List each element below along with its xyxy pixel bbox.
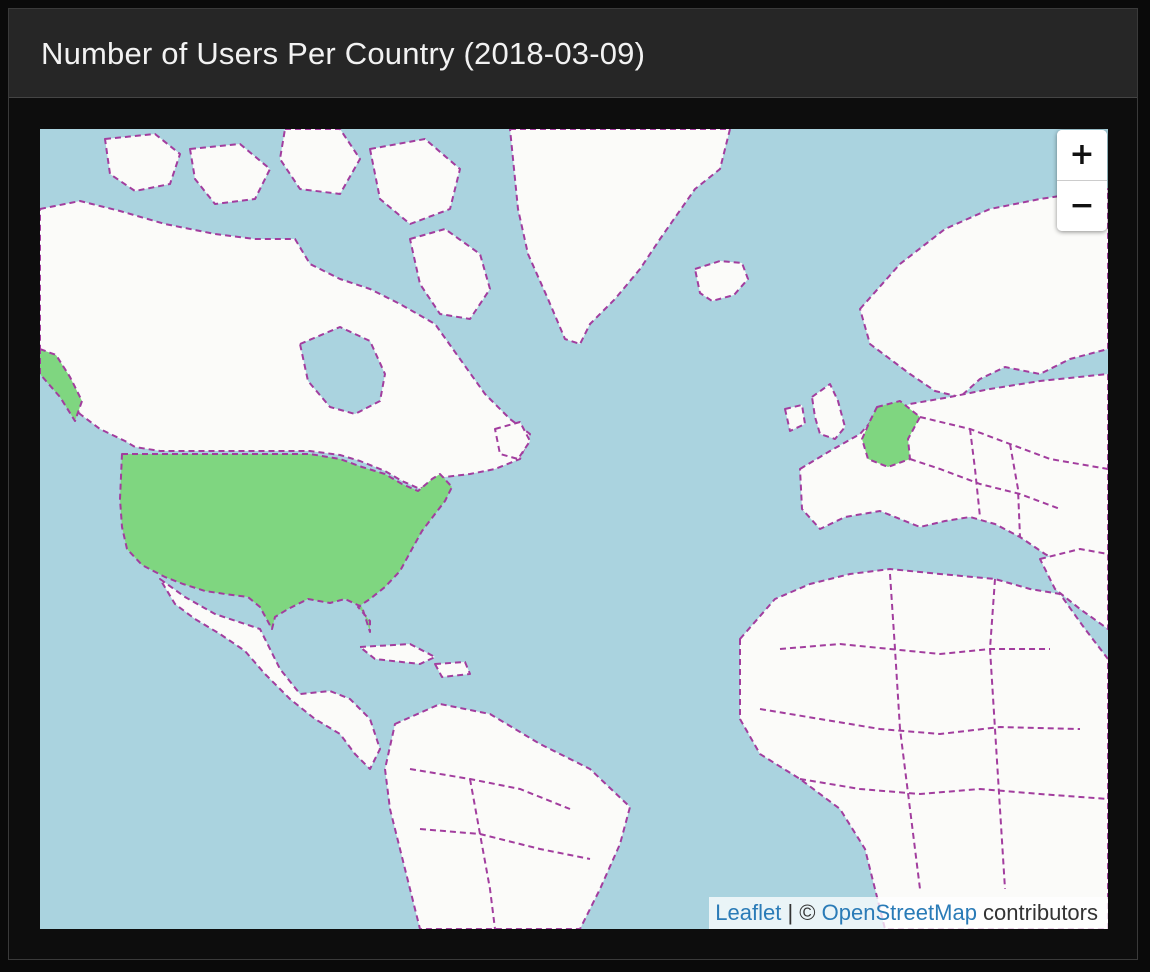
border-africa-2 — [759, 708, 1081, 736]
land-south-america — [384, 703, 631, 929]
zoom-control: + − — [1057, 130, 1107, 231]
land-iceland — [694, 260, 749, 302]
water-hudson-bay — [299, 326, 386, 415]
land-great-britain — [811, 383, 846, 440]
country-germany — [861, 400, 921, 468]
border-sa-2 — [419, 828, 591, 860]
land-arctic-island-1 — [104, 133, 181, 192]
map-attribution: Leaflet | © OpenStreetMap contributors — [709, 897, 1108, 929]
land-baffin-island — [409, 228, 491, 320]
panel-title: Number of Users Per Country (2018-03-09) — [41, 36, 646, 71]
land-mexico — [159, 578, 381, 770]
land-hispaniola — [434, 661, 471, 678]
land-cuba — [359, 643, 436, 665]
panel-header: Number of Users Per Country (2018-03-09) — [9, 9, 1137, 98]
border-europe-4 — [1009, 443, 1021, 538]
land-arctic-island-4 — [369, 138, 461, 225]
country-usa-alaska-panhandle — [40, 348, 83, 422]
leaflet-link[interactable]: Leaflet — [715, 900, 782, 925]
land-middle-east — [1039, 548, 1108, 630]
land-scandinavia — [859, 188, 1108, 398]
attribution-separator: | © — [781, 900, 822, 925]
border-sa-1 — [409, 768, 571, 810]
map-panel: Number of Users Per Country (2018-03-09) — [8, 8, 1138, 960]
zoom-out-button[interactable]: − — [1057, 180, 1107, 231]
land-arctic-island-3 — [279, 129, 361, 195]
land-africa — [739, 568, 1108, 929]
map-canvas[interactable] — [40, 129, 1108, 929]
border-europe-2 — [909, 458, 1061, 510]
land-greenland — [509, 129, 731, 345]
world-map[interactable]: + − Leaflet | © OpenStreetMap contributo… — [40, 129, 1108, 929]
country-usa — [119, 453, 453, 633]
border-africa-3 — [799, 778, 1108, 800]
land-arctic-island-2 — [189, 143, 271, 205]
zoom-in-button[interactable]: + — [1057, 130, 1107, 180]
land-europe-mainland — [799, 373, 1108, 580]
attribution-contributors: contributors — [976, 900, 1098, 925]
land-newfoundland — [494, 421, 531, 460]
openstreetmap-link[interactable]: OpenStreetMap — [821, 900, 977, 925]
land-ireland — [784, 404, 806, 432]
border-africa-4 — [889, 573, 921, 890]
land-canada — [40, 200, 531, 490]
border-sa-3 — [469, 778, 496, 929]
border-europe-3 — [969, 428, 981, 518]
border-africa-1 — [779, 642, 1050, 656]
border-africa-5 — [988, 578, 1006, 890]
